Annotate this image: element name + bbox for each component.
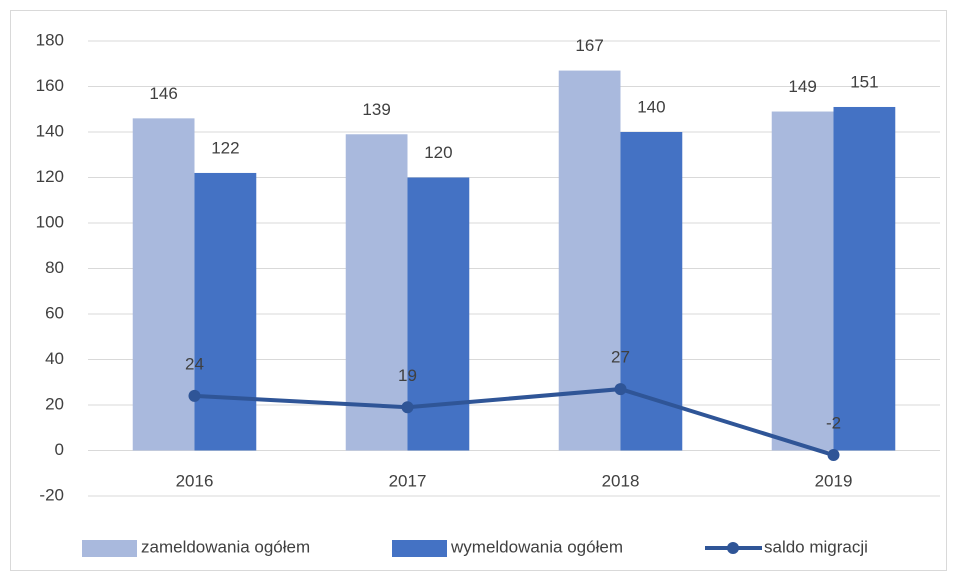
bar [620, 132, 683, 451]
legend-swatch [392, 540, 447, 557]
data-label: 146 [149, 84, 177, 103]
legend-label: zameldowania ogółem [141, 537, 310, 556]
y-tick-label: 140 [36, 121, 64, 140]
legend-swatch [82, 540, 137, 557]
line [194, 387, 835, 457]
data-label: 151 [850, 72, 878, 91]
y-tick-label: 40 [45, 349, 64, 368]
bar [833, 106, 896, 451]
bar [558, 70, 621, 451]
y-tick-label: 120 [36, 167, 64, 186]
y-tick-label: 80 [45, 258, 64, 277]
legend-label: saldo migracji [764, 537, 868, 556]
bar [132, 118, 195, 451]
x-tick-label: 2017 [389, 471, 427, 490]
legend-label: wymeldowania ogółem [450, 537, 623, 556]
bar [771, 111, 834, 451]
data-label: 167 [575, 36, 603, 55]
y-tick-label: 180 [36, 30, 64, 49]
x-tick-label: 2016 [176, 471, 214, 490]
y-tick-label: -20 [39, 485, 64, 504]
bar [407, 177, 470, 451]
data-label: 120 [424, 143, 452, 162]
line-marker [188, 389, 201, 402]
data-label: 27 [611, 348, 630, 367]
y-tick-label: 0 [55, 440, 64, 459]
y-tick-label: 60 [45, 303, 64, 322]
line-marker [614, 383, 627, 396]
data-label: -2 [826, 414, 841, 433]
bar [194, 172, 257, 451]
bar [345, 134, 408, 451]
y-tick-label: 20 [45, 394, 64, 413]
legend-swatch [727, 542, 739, 554]
data-label: 24 [185, 354, 204, 373]
line-marker [827, 449, 840, 462]
x-tick-label: 2018 [602, 471, 640, 490]
data-label: 139 [362, 100, 390, 119]
data-label: 140 [637, 97, 665, 116]
line-marker [401, 401, 414, 414]
y-tick-label: 160 [36, 76, 64, 95]
x-tick-label: 2019 [815, 471, 853, 490]
y-tick-label: 100 [36, 212, 64, 231]
data-label: 19 [398, 366, 417, 385]
data-label: 122 [211, 138, 239, 157]
data-label: 149 [788, 77, 816, 96]
